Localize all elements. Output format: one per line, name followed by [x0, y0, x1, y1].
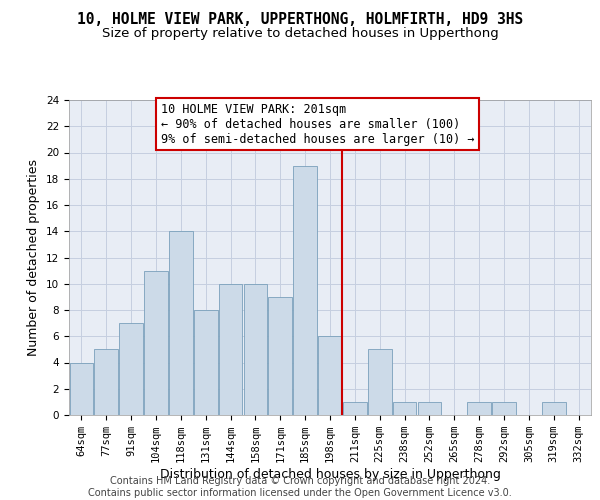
- Bar: [368, 350, 392, 415]
- X-axis label: Distribution of detached houses by size in Upperthong: Distribution of detached houses by size …: [160, 468, 500, 481]
- Bar: [194, 310, 218, 415]
- Bar: [343, 402, 367, 415]
- Bar: [542, 402, 566, 415]
- Text: 10 HOLME VIEW PARK: 201sqm
← 90% of detached houses are smaller (100)
9% of semi: 10 HOLME VIEW PARK: 201sqm ← 90% of deta…: [161, 102, 475, 146]
- Bar: [94, 350, 118, 415]
- Bar: [244, 284, 267, 415]
- Bar: [418, 402, 441, 415]
- Bar: [144, 270, 168, 415]
- Y-axis label: Number of detached properties: Number of detached properties: [28, 159, 40, 356]
- Bar: [169, 231, 193, 415]
- Text: Contains HM Land Registry data © Crown copyright and database right 2024.
Contai: Contains HM Land Registry data © Crown c…: [88, 476, 512, 498]
- Text: 10, HOLME VIEW PARK, UPPERTHONG, HOLMFIRTH, HD9 3HS: 10, HOLME VIEW PARK, UPPERTHONG, HOLMFIR…: [77, 12, 523, 28]
- Bar: [293, 166, 317, 415]
- Bar: [70, 362, 93, 415]
- Bar: [219, 284, 242, 415]
- Bar: [393, 402, 416, 415]
- Text: Size of property relative to detached houses in Upperthong: Size of property relative to detached ho…: [101, 28, 499, 40]
- Bar: [467, 402, 491, 415]
- Bar: [268, 297, 292, 415]
- Bar: [318, 336, 342, 415]
- Bar: [492, 402, 516, 415]
- Bar: [119, 323, 143, 415]
